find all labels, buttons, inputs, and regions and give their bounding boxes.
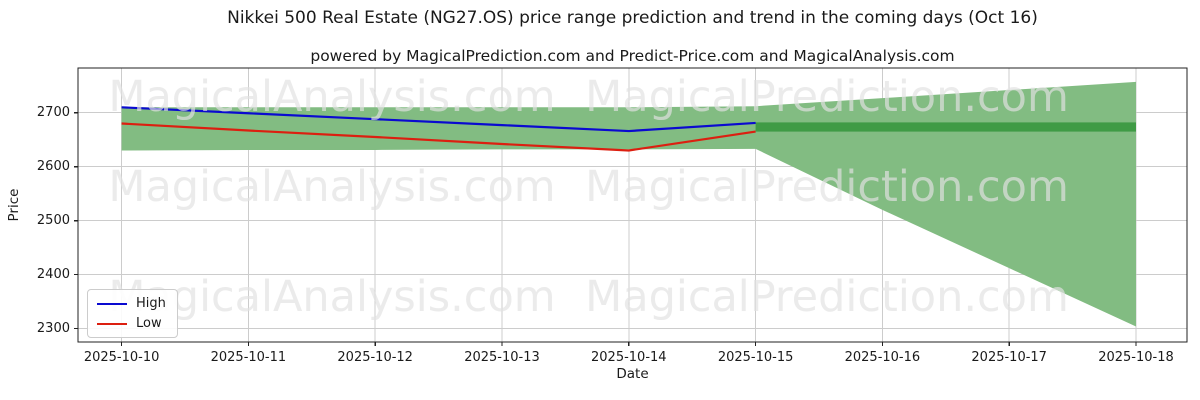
x-tick-label: 2025-10-11 [210, 350, 287, 365]
y-tick-label: 2300 [36, 320, 70, 336]
x-tick-label: 2025-10-15 [717, 350, 794, 365]
y-tick-label: 2700 [36, 104, 70, 120]
axes-frame [77, 67, 1188, 343]
y-tick-label: 2600 [36, 158, 70, 174]
legend-label-high: High [136, 296, 166, 311]
y-tick-label: 2400 [36, 266, 70, 282]
x-tick-label: 2025-10-17 [971, 350, 1047, 365]
x-tick-label: 2025-10-10 [83, 350, 160, 365]
x-tick-label: 2025-10-16 [844, 350, 921, 365]
trend-band [755, 122, 1136, 132]
high-line-swatch [97, 302, 127, 305]
legend: High Low [87, 289, 178, 338]
x-tick-label: 2025-10-18 [1098, 350, 1174, 365]
y-tick-label: 2500 [36, 212, 70, 228]
high-line [121, 106, 756, 133]
legend-item-low: Low [97, 317, 166, 330]
prediction-band [121, 81, 1137, 327]
chart-subtitle: powered by MagicalPrediction.com and Pre… [310, 47, 955, 65]
legend-label-low: Low [136, 316, 162, 331]
x-tick-label: 2025-10-12 [337, 350, 413, 365]
x-tick-label: 2025-10-14 [591, 350, 667, 365]
chart-title: Nikkei 500 Real Estate (NG27.OS) price r… [227, 8, 1038, 28]
low-line-swatch [97, 322, 127, 325]
x-axis-label: Date [616, 366, 649, 382]
x-tick-label: 2025-10-13 [464, 350, 540, 365]
legend-item-high: High [97, 297, 166, 310]
low-line [121, 122, 756, 152]
